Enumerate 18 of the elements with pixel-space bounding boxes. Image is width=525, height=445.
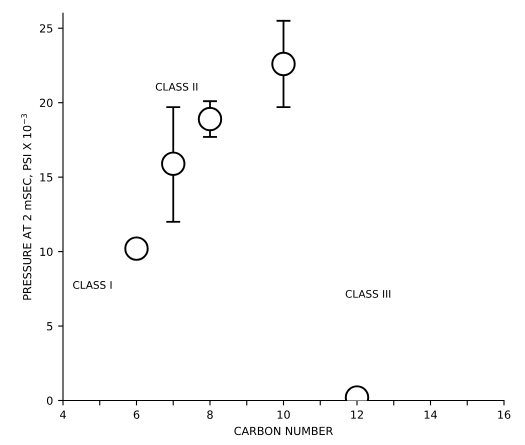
x-axis-title: CARBON NUMBER [234, 426, 333, 436]
y-tick-label: 5 [47, 322, 52, 330]
x-tick-label: 6 [134, 410, 140, 419]
x-tick-label: 16 [498, 410, 510, 419]
y-tick-label: 10 [40, 248, 53, 256]
x-tick-label: 10 [278, 410, 290, 419]
x-tick-label: 12 [351, 410, 363, 419]
annotation: CLASS I [73, 281, 112, 289]
x-tick-label: 14 [424, 410, 437, 419]
y-tick-label: 15 [40, 173, 52, 182]
y-tick-label: 0 [46, 396, 53, 405]
x-tick-label: 8 [207, 410, 213, 419]
y-tick-label: 20 [40, 98, 53, 108]
x-tick-label: 4 [60, 410, 66, 419]
y-tick-label: 25 [40, 24, 52, 33]
annotation: CLASS II [156, 82, 198, 91]
y-axis-title: PRESSURE AT 2 mSEC, PSI X 10$^{−3}$ [21, 114, 32, 300]
annotation: CLASS III [346, 290, 390, 298]
